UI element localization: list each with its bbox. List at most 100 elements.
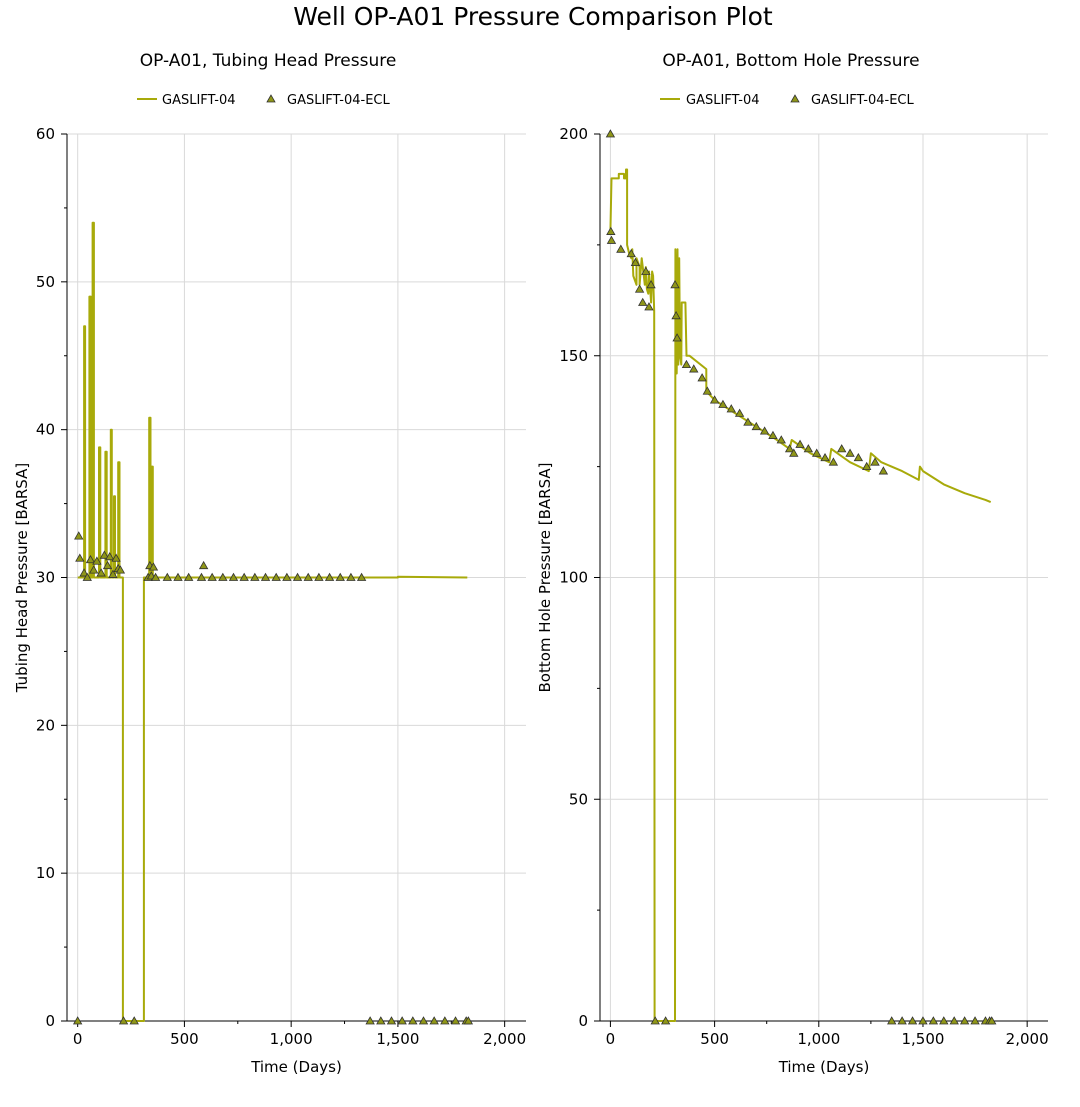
y-tick-label: 150 (559, 347, 588, 365)
data-point-gaslift-04-ecl (606, 235, 617, 244)
x-tick-label: 1,500 (902, 1030, 945, 1048)
data-point-gaslift-04-ecl (928, 1016, 939, 1025)
data-point-gaslift-04-ecl (650, 1016, 660, 1025)
data-point-gaslift-04-ecl (88, 565, 99, 574)
data-point-gaslift-04-ecl (897, 1016, 907, 1025)
data-point-gaslift-04-ecl (129, 1016, 139, 1025)
y-axis-title: Bottom Hole Pressure [BARSA] (536, 463, 554, 693)
data-point-gaslift-04-ecl (440, 1016, 450, 1025)
data-point-gaslift-04-ecl (789, 448, 799, 457)
data-point-gaslift-04-ecl (641, 266, 651, 275)
data-point-gaslift-04-ecl (670, 279, 680, 289)
data-point-gaslift-04-ecl (616, 244, 626, 253)
data-point-gaslift-04-ecl (148, 562, 159, 571)
data-point-gaslift-04-ecl (820, 452, 830, 462)
data-point-gaslift-04-ecl (429, 1016, 439, 1025)
y-tick-label: 200 (559, 125, 588, 143)
data-point-gaslift-04-ecl (228, 572, 239, 581)
data-point-gaslift-04-ecl (709, 395, 720, 404)
data-point-gaslift-04-ecl (356, 572, 367, 581)
x-tick-label: 0 (606, 1030, 616, 1048)
data-point-gaslift-04-ecl (303, 572, 313, 581)
data-point-gaslift-04-ecl (408, 1016, 418, 1025)
data-point-gaslift-04-ecl (314, 572, 324, 581)
data-point-gaslift-04-ecl (870, 457, 880, 466)
data-point-gaslift-04-ecl (626, 248, 636, 258)
data-point-gaslift-04-ecl (92, 556, 102, 565)
data-point-gaslift-04-ecl (74, 531, 84, 540)
data-point-gaslift-04-ecl (605, 129, 616, 138)
data-point-gaslift-04-ecl (862, 461, 872, 471)
y-tick-label: 30 (36, 569, 55, 587)
data-point-gaslift-04-ecl (75, 553, 85, 562)
data-point-gaslift-04-ecl (79, 568, 89, 577)
legend-marker-swatch (266, 94, 276, 103)
y-tick-label: 0 (45, 1012, 55, 1030)
data-point-gaslift-04-ecl (634, 284, 645, 293)
data-point-gaslift-04-ecl (111, 553, 121, 562)
data-point-gaslift-04-ecl (959, 1016, 970, 1025)
x-tick-label: 2,000 (1006, 1030, 1049, 1048)
y-tick-label: 40 (36, 421, 55, 439)
data-point-gaslift-04-ecl (743, 417, 753, 426)
data-point-gaslift-04-ecl (218, 572, 228, 581)
data-point-gaslift-04-ecl (108, 569, 118, 578)
data-point-gaslift-04-ecl (630, 257, 641, 267)
data-point-gaslift-04-ecl (239, 572, 249, 581)
data-point-gaslift-04-ecl (812, 448, 822, 457)
series-line-gaslift-04 (77, 221, 468, 1022)
data-point-gaslift-04-ecl (118, 1016, 129, 1025)
data-point-gaslift-04-ecl (987, 1016, 997, 1025)
y-tick-label: 10 (36, 864, 55, 882)
data-point-gaslift-04-ecl (397, 1016, 407, 1025)
data-point-gaslift-04-ecl (697, 373, 707, 382)
data-point-gaslift-04-ecl (970, 1016, 980, 1025)
data-point-gaslift-04-ecl (282, 572, 292, 581)
data-point-gaslift-04-ecl (759, 426, 770, 435)
data-point-gaslift-04-ecl (376, 1016, 386, 1025)
data-point-gaslift-04-ecl (250, 572, 260, 581)
data-point-gaslift-04-ecl (198, 560, 209, 570)
data-point-gaslift-04-ecl (292, 572, 303, 581)
legend-label: GASLIFT-04 (162, 93, 236, 108)
y-tick-label: 50 (569, 790, 588, 808)
data-point-gaslift-04-ecl (949, 1016, 959, 1025)
data-point-gaslift-04-ecl (418, 1016, 429, 1025)
data-point-gaslift-04-ecl (803, 444, 814, 453)
data-point-gaslift-04-ecl (463, 1016, 474, 1025)
data-point-gaslift-04-ecl (324, 572, 335, 581)
data-point-gaslift-04-ecl (260, 572, 271, 581)
y-tick-label: 100 (559, 569, 588, 587)
x-tick-label: 1,000 (270, 1030, 313, 1048)
x-tick-label: 500 (170, 1030, 199, 1048)
data-point-gaslift-04-ecl (72, 1016, 83, 1025)
series-line-gaslift-04 (609, 168, 992, 1022)
y-tick-label: 20 (36, 716, 55, 734)
data-point-gaslift-04-ecl (105, 551, 115, 561)
data-point-gaslift-04-ecl (85, 554, 96, 564)
data-point-gaslift-04-ecl (346, 572, 356, 581)
data-point-gaslift-04-ecl (718, 399, 728, 408)
data-point-gaslift-04-ecl (887, 1016, 897, 1025)
data-point-gaslift-04-ecl (702, 386, 713, 395)
legend-label: GASLIFT-04-ECL (287, 93, 391, 108)
data-point-gaslift-04-ecl (646, 279, 656, 289)
x-tick-label: 1,000 (797, 1030, 840, 1048)
data-point-gaslift-04-ecl (878, 466, 889, 475)
data-point-gaslift-04-ecl (115, 565, 126, 574)
data-point-gaslift-04-ecl (726, 404, 736, 413)
data-point-gaslift-04-ecl (606, 226, 616, 235)
data-point-gaslift-04-ecl (183, 572, 194, 581)
data-point-gaslift-04-ecl (271, 572, 281, 581)
data-point-gaslift-04-ecl (162, 572, 173, 581)
data-point-gaslift-04-ecl (768, 430, 778, 439)
data-point-gaslift-04-ecl (173, 572, 183, 581)
data-point-gaslift-04-ecl (918, 1016, 928, 1025)
data-point-gaslift-04-ecl (853, 452, 864, 462)
data-point-gaslift-04-ecl (907, 1016, 918, 1025)
data-point-gaslift-04-ecl (196, 572, 207, 581)
data-point-gaslift-04-ecl (837, 444, 847, 453)
data-point-gaslift-04-ecl (638, 297, 648, 306)
legend-label: GASLIFT-04-ECL (811, 93, 915, 108)
data-point-gaslift-04-ecl (939, 1016, 949, 1025)
